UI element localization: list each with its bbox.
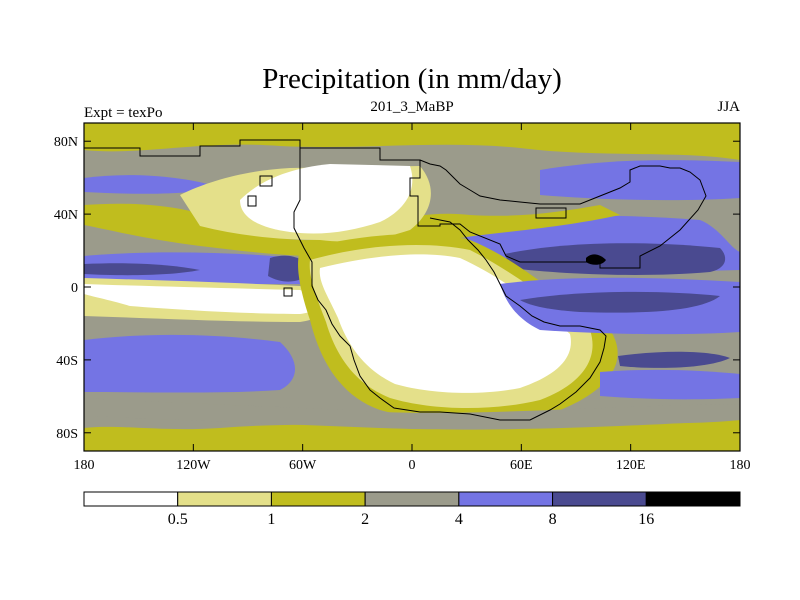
colorbar: 0.5 1 2 4 8 16: [83, 491, 741, 528]
field-south-polar-band: [84, 420, 740, 451]
colorbar-label: 4: [455, 511, 463, 528]
field-south-storm-west: [84, 334, 295, 393]
colorbar-label: 0.5: [168, 511, 188, 528]
chart-title: Precipitation (in mm/day): [262, 63, 562, 95]
x-tick-label: 120E: [616, 458, 646, 473]
outline-small-island-b: [283, 287, 293, 297]
y-tick-label: 80N: [54, 135, 78, 150]
outline-small-island-a: [247, 195, 257, 207]
experiment-label: Expt = texPo: [84, 105, 162, 121]
field-south-indian-dark: [520, 291, 720, 313]
map-field: [84, 123, 740, 451]
subtitle-center: 201_3_MaBP: [370, 99, 453, 115]
field-north-dry-core: [240, 164, 413, 234]
field-north-pacific-storm: [540, 160, 740, 201]
colorbar-swatch: [270, 491, 366, 507]
y-tick-label: 40S: [56, 354, 78, 369]
field-south-east-dark: [618, 351, 730, 368]
colorbar-swatch: [177, 491, 272, 507]
x-tick-label: 180: [74, 458, 95, 473]
field-monsoon-dark: [505, 243, 726, 275]
y-axis: 80N 40N 0 40S 80S: [54, 135, 740, 442]
field-north-polar-band: [84, 123, 740, 160]
colorbar-swatch: [364, 491, 460, 507]
colorbar-label: 1: [267, 511, 275, 528]
colorbar-swatch: [83, 491, 179, 507]
outline-small-island-c: [535, 207, 567, 219]
field-north-tropical-wet: [84, 252, 315, 284]
y-tick-label: 0: [71, 281, 78, 296]
field-south-storm-east: [600, 369, 740, 400]
colorbar-swatch: [645, 491, 741, 507]
outline-north-continent: [84, 139, 707, 421]
field-south-gray-band: [84, 398, 740, 430]
season-label: JJA: [717, 99, 740, 115]
colorbar-swatch: [552, 491, 647, 507]
field-north-tropical-dark: [84, 263, 200, 276]
colorbar-label: 16: [638, 511, 654, 528]
x-tick-label: 120W: [176, 458, 211, 473]
x-tick-label: 60E: [510, 458, 533, 473]
field-north-atlantic-storm: [84, 175, 215, 194]
field-north-yellow: [84, 203, 620, 257]
colorbar-swatch: [458, 491, 554, 507]
colorbar-label: 8: [549, 511, 557, 528]
outline-western-coast: [259, 175, 273, 187]
y-tick-label: 40N: [54, 208, 78, 223]
x-axis: 180 120W 60W 0 60E 120E 180: [74, 123, 751, 473]
x-tick-label: 0: [409, 458, 416, 473]
x-tick-label: 60W: [289, 458, 317, 473]
y-tick-label: 80S: [56, 427, 78, 442]
field-equatorial-dry: [84, 284, 319, 314]
colorbar-label: 2: [361, 511, 369, 528]
x-tick-label: 180: [730, 458, 751, 473]
continent-outlines: [84, 139, 707, 421]
